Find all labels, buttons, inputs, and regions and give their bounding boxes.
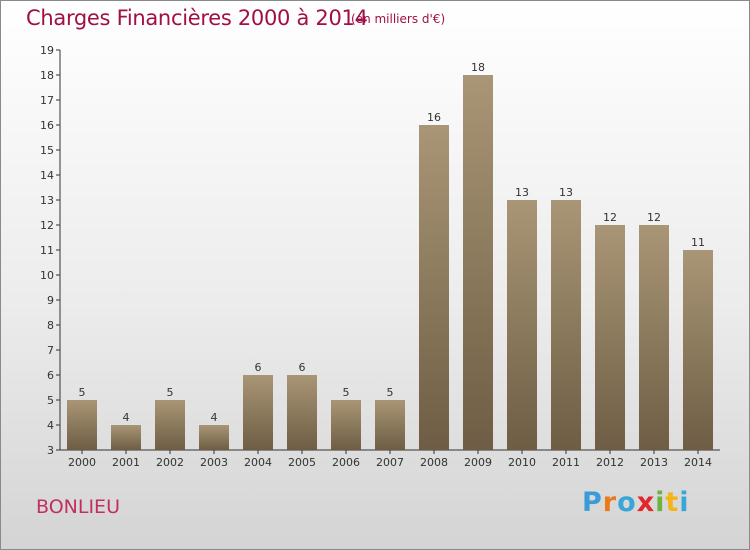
x-tick-label: 2010 bbox=[508, 456, 536, 469]
y-tick-label: 4 bbox=[47, 419, 54, 432]
logo-letter: i bbox=[679, 487, 690, 518]
bar bbox=[331, 400, 361, 450]
logo-letter: r bbox=[602, 487, 618, 518]
y-tick-label: 8 bbox=[47, 319, 54, 332]
y-tick-label: 15 bbox=[40, 144, 54, 157]
logo-letter: P bbox=[582, 487, 603, 518]
y-tick-label: 17 bbox=[40, 94, 54, 107]
y-tick-label: 3 bbox=[47, 444, 54, 457]
x-tick-label: 2000 bbox=[68, 456, 96, 469]
bar bbox=[639, 225, 669, 450]
bar-value-label: 5 bbox=[343, 386, 350, 399]
bar-value-label: 5 bbox=[79, 386, 86, 399]
bar bbox=[375, 400, 405, 450]
x-tick-label: 2008 bbox=[420, 456, 448, 469]
bar-value-label: 11 bbox=[691, 236, 705, 249]
bar-value-label: 4 bbox=[123, 411, 130, 424]
x-tick-label: 2007 bbox=[376, 456, 404, 469]
y-tick-label: 5 bbox=[47, 394, 54, 407]
x-tick-label: 2006 bbox=[332, 456, 360, 469]
logo-letter: x bbox=[636, 487, 656, 518]
x-tick-label: 2011 bbox=[552, 456, 580, 469]
bar-value-label: 5 bbox=[387, 386, 394, 399]
y-tick-label: 16 bbox=[40, 119, 54, 132]
bar-value-label: 5 bbox=[167, 386, 174, 399]
bar bbox=[199, 425, 229, 450]
bar bbox=[243, 375, 273, 450]
bar bbox=[683, 250, 713, 450]
x-tick-label: 2004 bbox=[244, 456, 272, 469]
chart-title: Charges Financières 2000 à 2014 bbox=[26, 6, 368, 30]
x-tick-label: 2003 bbox=[200, 456, 228, 469]
bar bbox=[287, 375, 317, 450]
bar bbox=[155, 400, 185, 450]
y-tick-label: 7 bbox=[47, 344, 54, 357]
chart-subtitle: (en milliers d'€) bbox=[351, 12, 446, 26]
bar bbox=[463, 75, 493, 450]
y-tick-label: 11 bbox=[40, 244, 54, 257]
y-tick-label: 6 bbox=[47, 369, 54, 382]
proxiti-logo: Proxiti bbox=[582, 487, 690, 518]
bar-value-label: 13 bbox=[515, 186, 529, 199]
bar-value-label: 12 bbox=[647, 211, 661, 224]
x-tick-label: 2002 bbox=[156, 456, 184, 469]
x-tick-label: 2009 bbox=[464, 456, 492, 469]
x-tick-label: 2001 bbox=[112, 456, 140, 469]
bar-value-label: 12 bbox=[603, 211, 617, 224]
y-tick-label: 18 bbox=[40, 69, 54, 82]
bar bbox=[595, 225, 625, 450]
x-tick-label: 2014 bbox=[684, 456, 712, 469]
y-tick-label: 9 bbox=[47, 294, 54, 307]
bar-value-label: 16 bbox=[427, 111, 441, 124]
bar-value-label: 4 bbox=[211, 411, 218, 424]
y-tick-label: 14 bbox=[40, 169, 54, 182]
y-tick-label: 10 bbox=[40, 269, 54, 282]
x-tick-label: 2005 bbox=[288, 456, 316, 469]
bar bbox=[551, 200, 581, 450]
y-tick-label: 13 bbox=[40, 194, 54, 207]
logo-letter: o bbox=[617, 487, 637, 518]
bar bbox=[67, 400, 97, 450]
y-tick-label: 19 bbox=[40, 44, 54, 57]
bar-value-label: 6 bbox=[255, 361, 262, 374]
bar-value-label: 13 bbox=[559, 186, 573, 199]
x-tick-label: 2012 bbox=[596, 456, 624, 469]
place-name: BONLIEU bbox=[36, 496, 120, 518]
bar bbox=[507, 200, 537, 450]
bar bbox=[111, 425, 141, 450]
bar-value-label: 6 bbox=[299, 361, 306, 374]
y-tick-label: 12 bbox=[40, 219, 54, 232]
bar bbox=[419, 125, 449, 450]
x-tick-label: 2013 bbox=[640, 456, 668, 469]
logo-letter: i bbox=[655, 487, 666, 518]
logo-letter: t bbox=[665, 487, 680, 518]
bar-value-label: 18 bbox=[471, 61, 485, 74]
